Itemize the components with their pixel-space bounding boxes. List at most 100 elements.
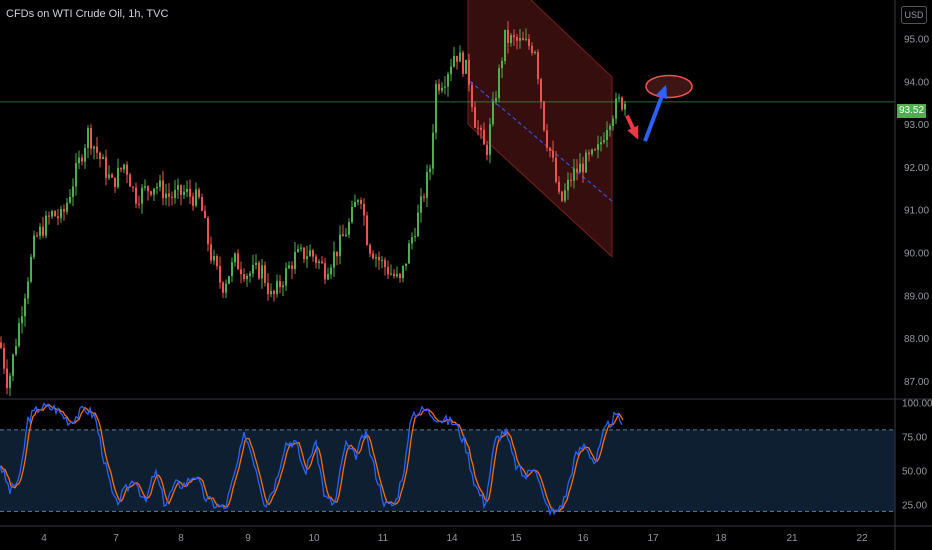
candle-body (351, 207, 353, 223)
stoch-tick-label: 50.00 (902, 467, 927, 478)
candle-body (495, 98, 497, 102)
candle-body (174, 189, 176, 198)
candle-body (552, 150, 554, 158)
candle-body (162, 180, 164, 199)
candle-body (588, 152, 590, 155)
candle-body (21, 316, 23, 324)
candle-body (264, 265, 266, 283)
candle-body (63, 209, 65, 212)
candle-body (306, 256, 308, 260)
candle-body (111, 174, 113, 178)
candle-body (333, 251, 335, 268)
candle-body (510, 35, 512, 43)
price-tick-label: 94.00 (904, 77, 929, 88)
candle-body (156, 186, 158, 189)
candle-body (336, 251, 338, 257)
candle-body (468, 59, 470, 85)
candle-body (384, 259, 386, 268)
time-tick-label: 14 (446, 533, 458, 544)
stochastic-pane[interactable] (0, 402, 895, 517)
candle-body (465, 59, 467, 74)
candle-body (501, 60, 503, 69)
candle-body (261, 265, 263, 279)
channel-midline (469, 80, 613, 202)
candle-body (180, 185, 182, 195)
candle-body (75, 163, 77, 187)
candle-body (285, 268, 287, 286)
candle-body (357, 200, 359, 202)
candle-body (114, 177, 116, 188)
candle-body (507, 29, 509, 43)
time-tick-label: 18 (715, 533, 727, 544)
candle-body (210, 244, 212, 261)
candle-body (186, 188, 188, 192)
candle-body (279, 280, 281, 288)
candle-body (18, 323, 20, 346)
candle-body (348, 222, 350, 235)
arrow-down-head (627, 125, 639, 140)
stoch-k-line (0, 402, 623, 517)
candle-body (315, 256, 317, 264)
candle-body (258, 262, 260, 279)
candle-body (201, 197, 203, 211)
candle-body (360, 200, 362, 204)
candle-body (438, 83, 440, 91)
candle-body (126, 164, 128, 175)
candle-body (288, 265, 290, 269)
candle-body (579, 163, 581, 173)
candle-body (339, 234, 341, 257)
candle-body (561, 191, 563, 201)
candle-body (390, 273, 392, 275)
price-tick-label: 87.00 (904, 377, 929, 388)
candle-body (267, 282, 269, 295)
price-tick-label: 90.00 (904, 248, 929, 259)
candle-body (117, 167, 119, 188)
candle-body (471, 84, 473, 107)
candle-body (60, 209, 62, 219)
target-ellipse (645, 74, 693, 99)
candle-body (150, 191, 152, 195)
price-tick-label: 92.00 (904, 163, 929, 174)
candle-body (207, 217, 209, 245)
candle-body (582, 163, 584, 173)
candle-body (516, 37, 518, 41)
price-tick-label: 95.00 (904, 35, 929, 46)
candle-body (615, 98, 617, 119)
candle-body (597, 144, 599, 150)
candle-body (366, 215, 368, 245)
candle-body (159, 180, 161, 187)
time-tick-label: 8 (178, 533, 184, 544)
time-tick-label: 11 (378, 533, 389, 544)
candle-body (330, 267, 332, 275)
candle-body (123, 164, 125, 170)
candle-body (99, 152, 101, 159)
candle-body (612, 118, 614, 126)
candle-body (573, 168, 575, 181)
candle-body (240, 269, 242, 275)
candle-body (543, 101, 545, 131)
candle-body (312, 250, 314, 257)
candle-body (252, 264, 254, 274)
candle-body (24, 298, 26, 317)
candle-body (78, 157, 80, 164)
candle-body (456, 55, 458, 62)
candle-body (42, 226, 44, 236)
candle-body (396, 273, 398, 277)
candle-body (345, 234, 347, 237)
candle-body (567, 179, 569, 191)
candle-body (318, 261, 320, 264)
price-pane[interactable] (0, 0, 895, 397)
candle-body (237, 253, 239, 270)
candle-body (9, 375, 11, 388)
candle-body (177, 185, 179, 190)
candle-body (423, 196, 425, 198)
candle-body (192, 196, 194, 206)
candle-body (327, 274, 329, 280)
candle-body (39, 226, 41, 236)
candle-body (411, 237, 413, 244)
candle-body (249, 273, 251, 276)
currency-badge[interactable]: USD (901, 6, 927, 24)
candle-body (33, 235, 35, 257)
